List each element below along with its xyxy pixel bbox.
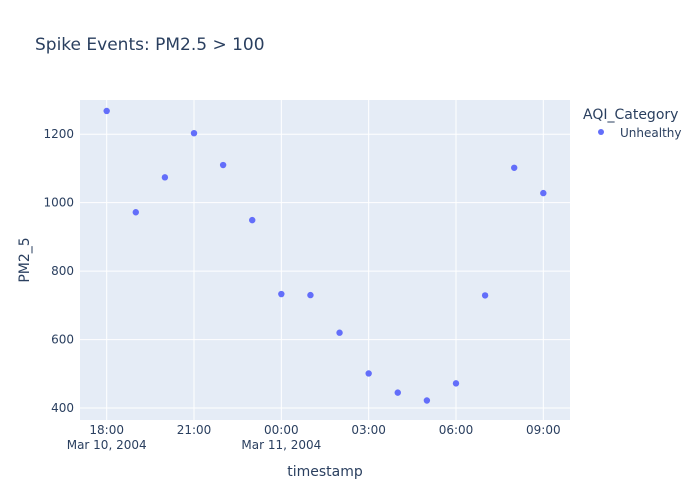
y-tick-label: 800: [51, 264, 74, 278]
x-tick-label: 18:00: [89, 423, 124, 437]
x-tick-sublabel: Mar 11, 2004: [241, 438, 321, 452]
data-point[interactable]: [540, 189, 547, 197]
y-tick-label: 1200: [43, 127, 74, 141]
legend-marker-icon: [598, 129, 604, 135]
data-point[interactable]: [481, 292, 489, 299]
x-tick-label: 03:00: [351, 423, 386, 437]
x-tick-sublabel: Mar 10, 2004: [67, 438, 147, 452]
y-axis-ticks: 400 600 800 1000 1200: [43, 127, 74, 415]
legend-title: AQI_Category: [583, 107, 678, 123]
data-point[interactable]: [278, 290, 285, 298]
x-tick-label: 21:00: [177, 423, 212, 437]
data-point[interactable]: [307, 291, 314, 299]
y-axis-label: PM2_5: [17, 237, 33, 282]
legend-item-label: Unhealthy: [620, 126, 681, 140]
data-point[interactable]: [423, 397, 431, 404]
y-tick-label: 600: [51, 333, 74, 347]
plot-area: [80, 100, 570, 420]
data-point[interactable]: [219, 161, 227, 169]
x-tick-label: 06:00: [439, 423, 474, 437]
x-axis-label: timestamp: [287, 464, 363, 480]
y-tick-label: 400: [51, 401, 74, 415]
grid-lines: [80, 100, 570, 420]
legend-item-unhealthy[interactable]: Unhealthy: [598, 126, 681, 140]
data-point[interactable]: [336, 329, 343, 336]
data-point[interactable]: [452, 380, 460, 387]
y-tick-label: 1000: [43, 196, 74, 210]
data-point[interactable]: [249, 216, 256, 224]
x-tick-label: 09:00: [526, 423, 561, 437]
data-point[interactable]: [365, 370, 372, 377]
data-point[interactable]: [132, 209, 139, 216]
legend[interactable]: AQI_Category Unhealthy: [583, 107, 681, 140]
data-points: [103, 107, 547, 404]
x-tick-label: 00:00: [264, 423, 299, 437]
data-point[interactable]: [394, 389, 401, 396]
data-point[interactable]: [190, 129, 198, 137]
data-point[interactable]: [103, 107, 110, 115]
data-point[interactable]: [161, 174, 169, 181]
chart-title: Spike Events: PM2.5 > 100: [35, 35, 265, 55]
data-point[interactable]: [511, 164, 518, 171]
